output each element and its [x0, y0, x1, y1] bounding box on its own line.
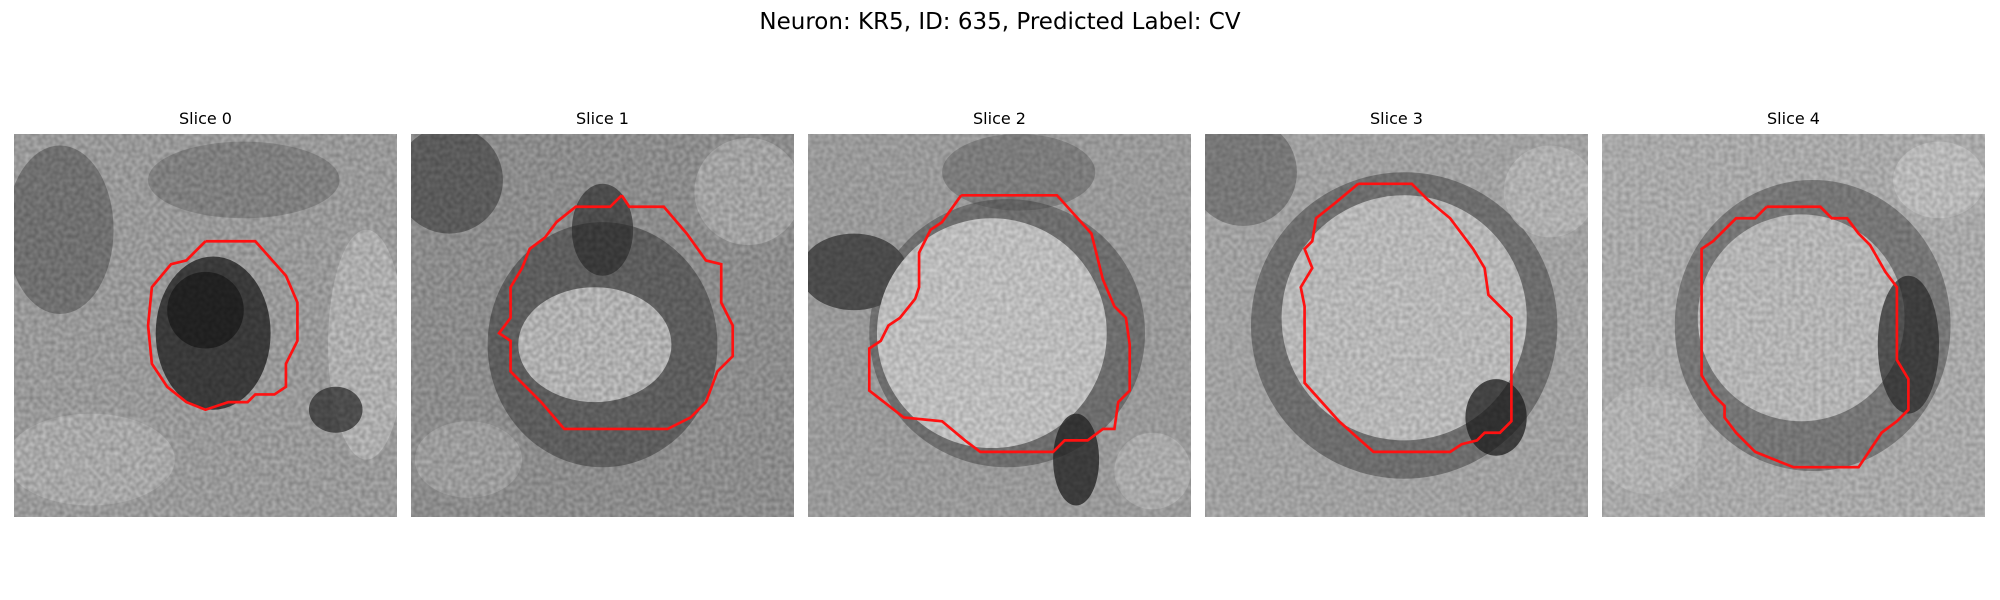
contour-outline-4 — [1700, 205, 1910, 469]
slice-title-0: Slice 0 — [179, 109, 232, 128]
slice-panel-1: Slice 1 — [411, 108, 794, 517]
slice-panel-0: Slice 0 — [14, 108, 397, 517]
slice-title-1: Slice 1 — [576, 109, 629, 128]
slice-image-3 — [1205, 134, 1588, 517]
slice-panel-4: Slice 4 — [1602, 108, 1985, 517]
slice-title-4: Slice 4 — [1767, 109, 1820, 128]
slice-image-0 — [14, 134, 397, 517]
slice-panel-2: Slice 2 — [808, 108, 1191, 517]
slice-image-2 — [808, 134, 1191, 517]
figure-title: Neuron: KR5, ID: 635, Predicted Label: C… — [759, 9, 1241, 35]
slice-title-2: Slice 2 — [973, 109, 1026, 128]
contour-outline-0 — [146, 239, 299, 412]
slice-image-1 — [411, 134, 794, 517]
slice-panel-3: Slice 3 — [1205, 108, 1588, 517]
slice-image-4 — [1602, 134, 1985, 517]
contour-outline-2 — [867, 193, 1132, 454]
contour-outline-3 — [1299, 182, 1513, 454]
contour-outline-1 — [497, 194, 735, 431]
slice-title-3: Slice 3 — [1370, 109, 1423, 128]
